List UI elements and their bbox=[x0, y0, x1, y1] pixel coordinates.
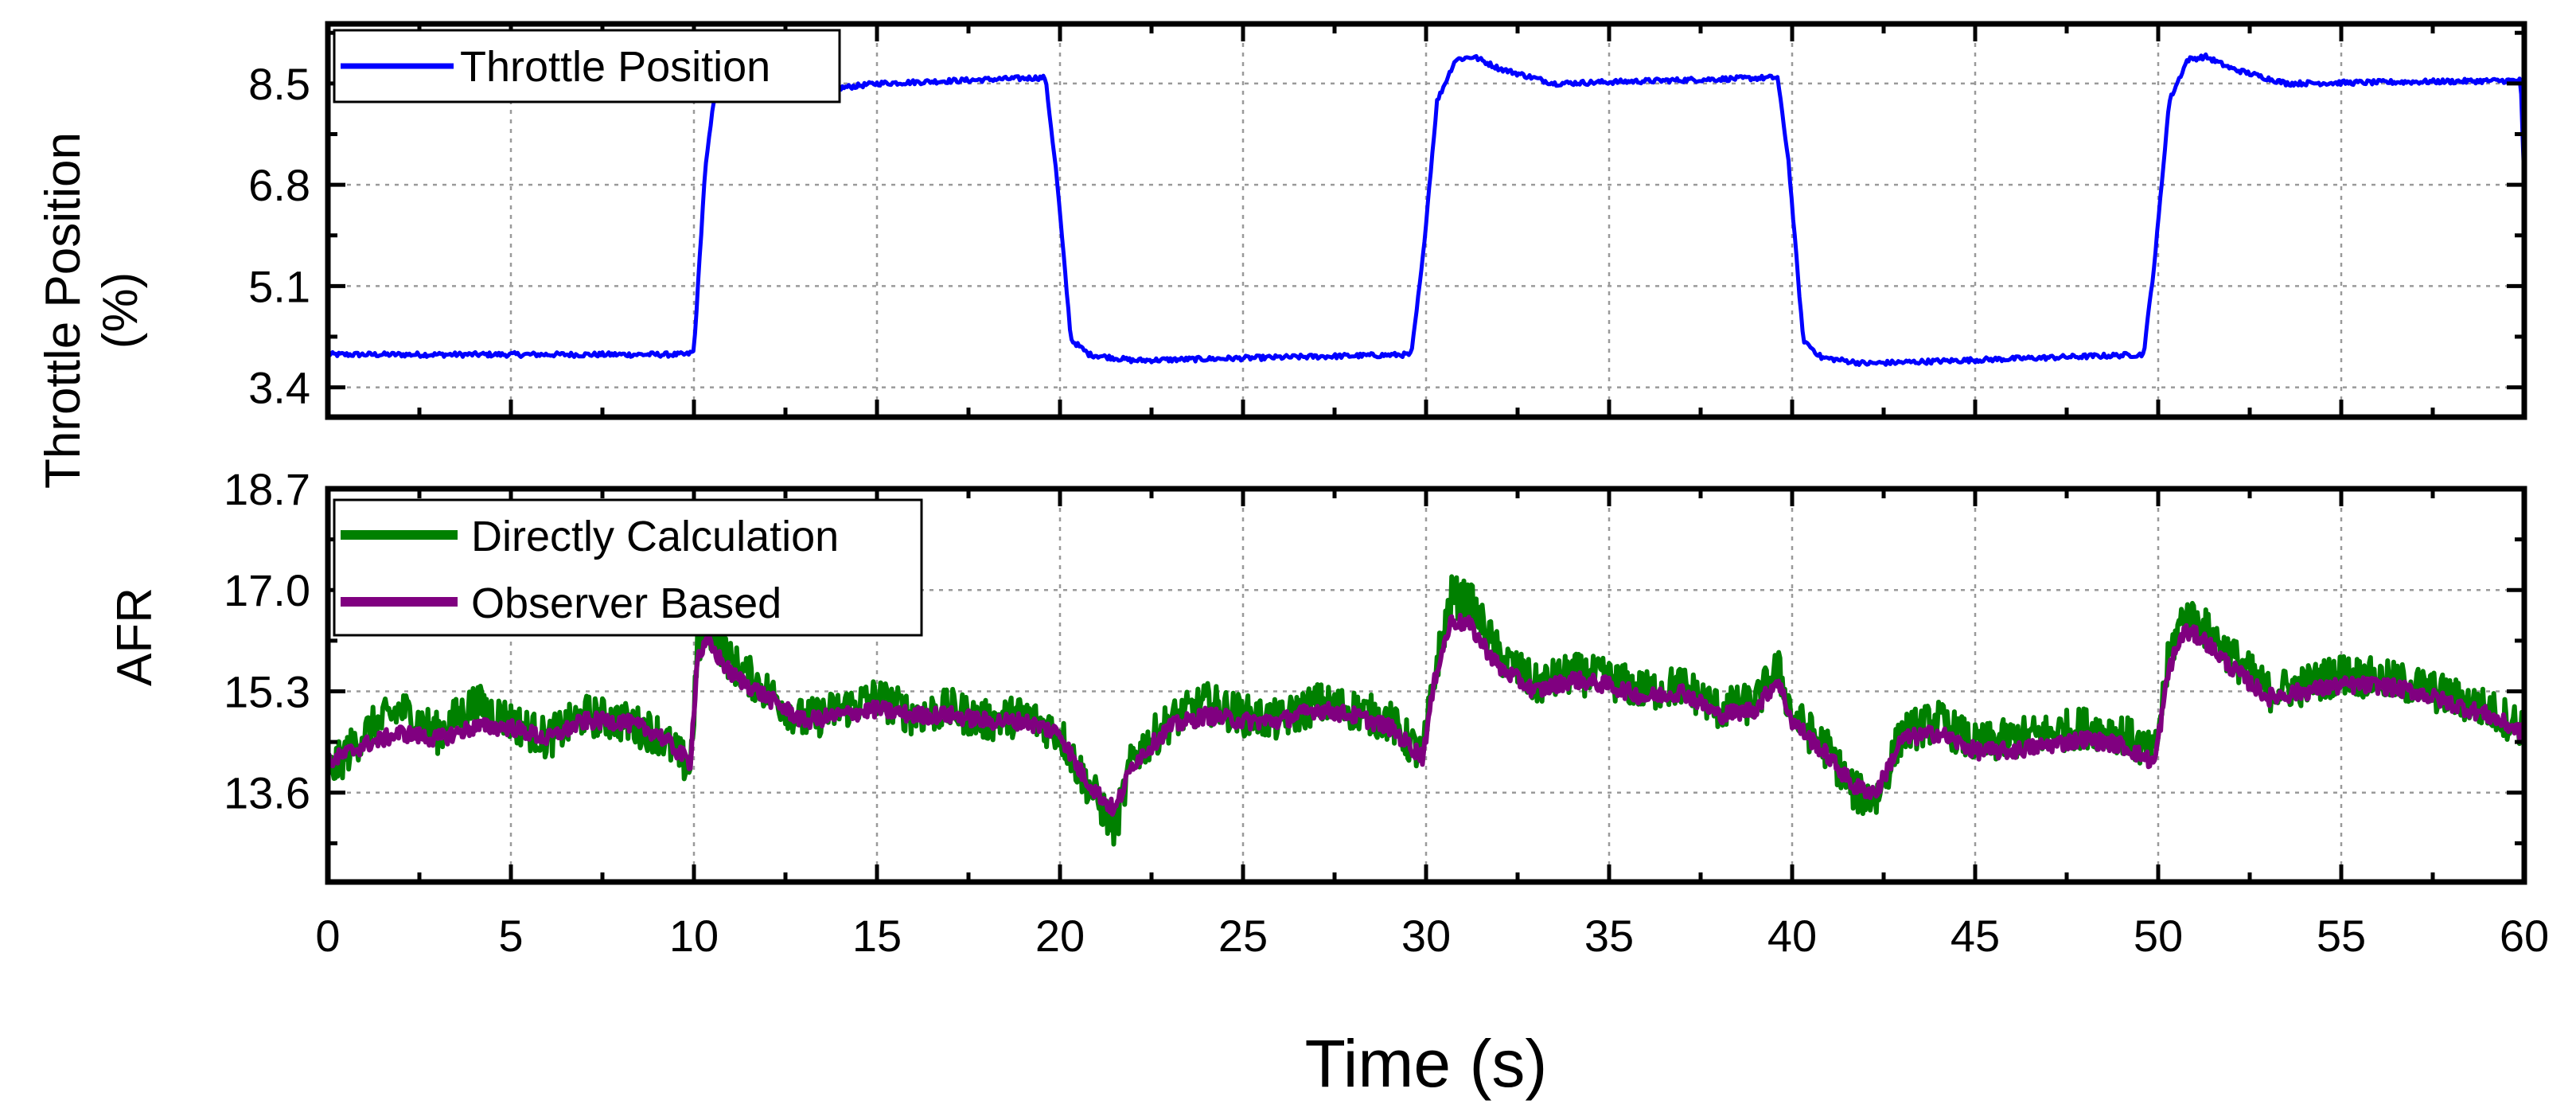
bottom-plot-frame bbox=[325, 486, 2527, 885]
xtick-label: 45 bbox=[1951, 911, 2000, 961]
series-bottom bbox=[325, 574, 2527, 847]
ytick-label-top: 6.8 bbox=[248, 160, 310, 210]
xtick-labels: 0 5 10 15 20 25 30 35 40 45 50 55 60 bbox=[315, 911, 2549, 961]
xtick-label: 55 bbox=[2317, 911, 2366, 961]
xtick-label: 20 bbox=[1035, 911, 1085, 961]
ytick-labels-bottom: 13.6 15.3 17.0 18.7 bbox=[224, 464, 310, 818]
legend-label-throttle-position: Throttle Position bbox=[460, 43, 770, 91]
legend-label-directly-calculation: Directly Calculation bbox=[471, 513, 839, 560]
ytick-labels-top: 3.4 5.1 6.8 8.5 bbox=[248, 59, 310, 413]
xtick-label: 5 bbox=[498, 911, 523, 961]
top-plot-frame bbox=[325, 21, 2527, 420]
series-line-throttle-position bbox=[326, 52, 2527, 367]
ytick-label-top: 5.1 bbox=[248, 261, 310, 311]
ytick-label-bottom: 18.7 bbox=[224, 464, 310, 514]
xtick-label: 0 bbox=[315, 911, 340, 961]
xlabel: Time (s) bbox=[1305, 1026, 1548, 1101]
legend-bottom: Directly Calculation Observer Based bbox=[333, 498, 923, 637]
series-top bbox=[326, 52, 2527, 367]
xtick-label: 60 bbox=[2500, 911, 2549, 961]
xtick-label: 35 bbox=[1584, 911, 1634, 961]
legend-top: Throttle Position bbox=[333, 29, 841, 103]
legend-label-observer-based: Observer Based bbox=[471, 580, 781, 627]
ylabel-bottom: AFR bbox=[107, 587, 162, 686]
xtick-label: 50 bbox=[2134, 911, 2183, 961]
ytick-label-bottom: 13.6 bbox=[224, 768, 310, 818]
ylabel-top: Throttle Position bbox=[36, 132, 91, 489]
ylabel-top-unit: (%) bbox=[93, 272, 148, 349]
ytick-label-bottom: 17.0 bbox=[224, 565, 310, 615]
ytick-label-bottom: 15.3 bbox=[224, 666, 310, 716]
ytick-label-top: 8.5 bbox=[248, 59, 310, 109]
xtick-label: 10 bbox=[669, 911, 719, 961]
xtick-label: 15 bbox=[852, 911, 902, 961]
xtick-label: 30 bbox=[1401, 911, 1451, 961]
ytick-label-top: 3.4 bbox=[248, 363, 310, 413]
xtick-label: 40 bbox=[1767, 911, 1817, 961]
legend-bottom-box bbox=[333, 498, 923, 637]
xtick-label: 25 bbox=[1218, 911, 1268, 961]
series-line-observer-based bbox=[325, 612, 2527, 817]
